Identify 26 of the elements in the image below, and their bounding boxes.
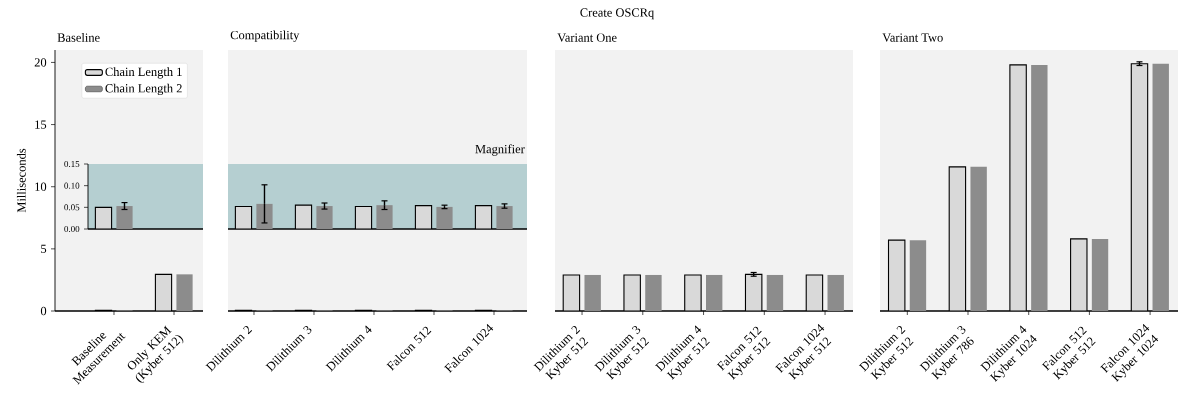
legend-label: Chain Length 2	[105, 83, 182, 96]
bar	[970, 166, 987, 311]
chart-title: Compatibility	[230, 30, 300, 42]
bar	[1091, 238, 1109, 311]
chart-title: Variant One	[557, 33, 617, 42]
y-tick-label: 20	[34, 58, 47, 67]
y-tick-label: 0	[40, 306, 47, 316]
y-tick-label: 0.10	[64, 182, 80, 189]
bar	[1009, 64, 1027, 311]
y-tick-label: 0.05	[64, 204, 80, 211]
bar	[909, 240, 927, 311]
y-tick-label: 0.00	[64, 225, 80, 233]
chart-title: Variant Two	[882, 33, 943, 42]
y-tick-label: 10	[35, 182, 47, 191]
legend-label: Chain Length 1	[105, 67, 182, 79]
bar	[948, 166, 967, 311]
y-tick-label: 15	[35, 120, 47, 129]
y-tick-label: 0.15	[64, 160, 80, 168]
bar	[1152, 63, 1169, 311]
y-axis-title: Milliseconds	[16, 148, 26, 213]
bar	[1130, 63, 1149, 311]
y-tick-label: 5	[41, 244, 47, 253]
chart-title: Magnifier	[475, 144, 525, 156]
bar	[1031, 64, 1048, 311]
chart-title: Baseline	[57, 33, 100, 42]
text: Create OSCRq	[580, 8, 654, 20]
